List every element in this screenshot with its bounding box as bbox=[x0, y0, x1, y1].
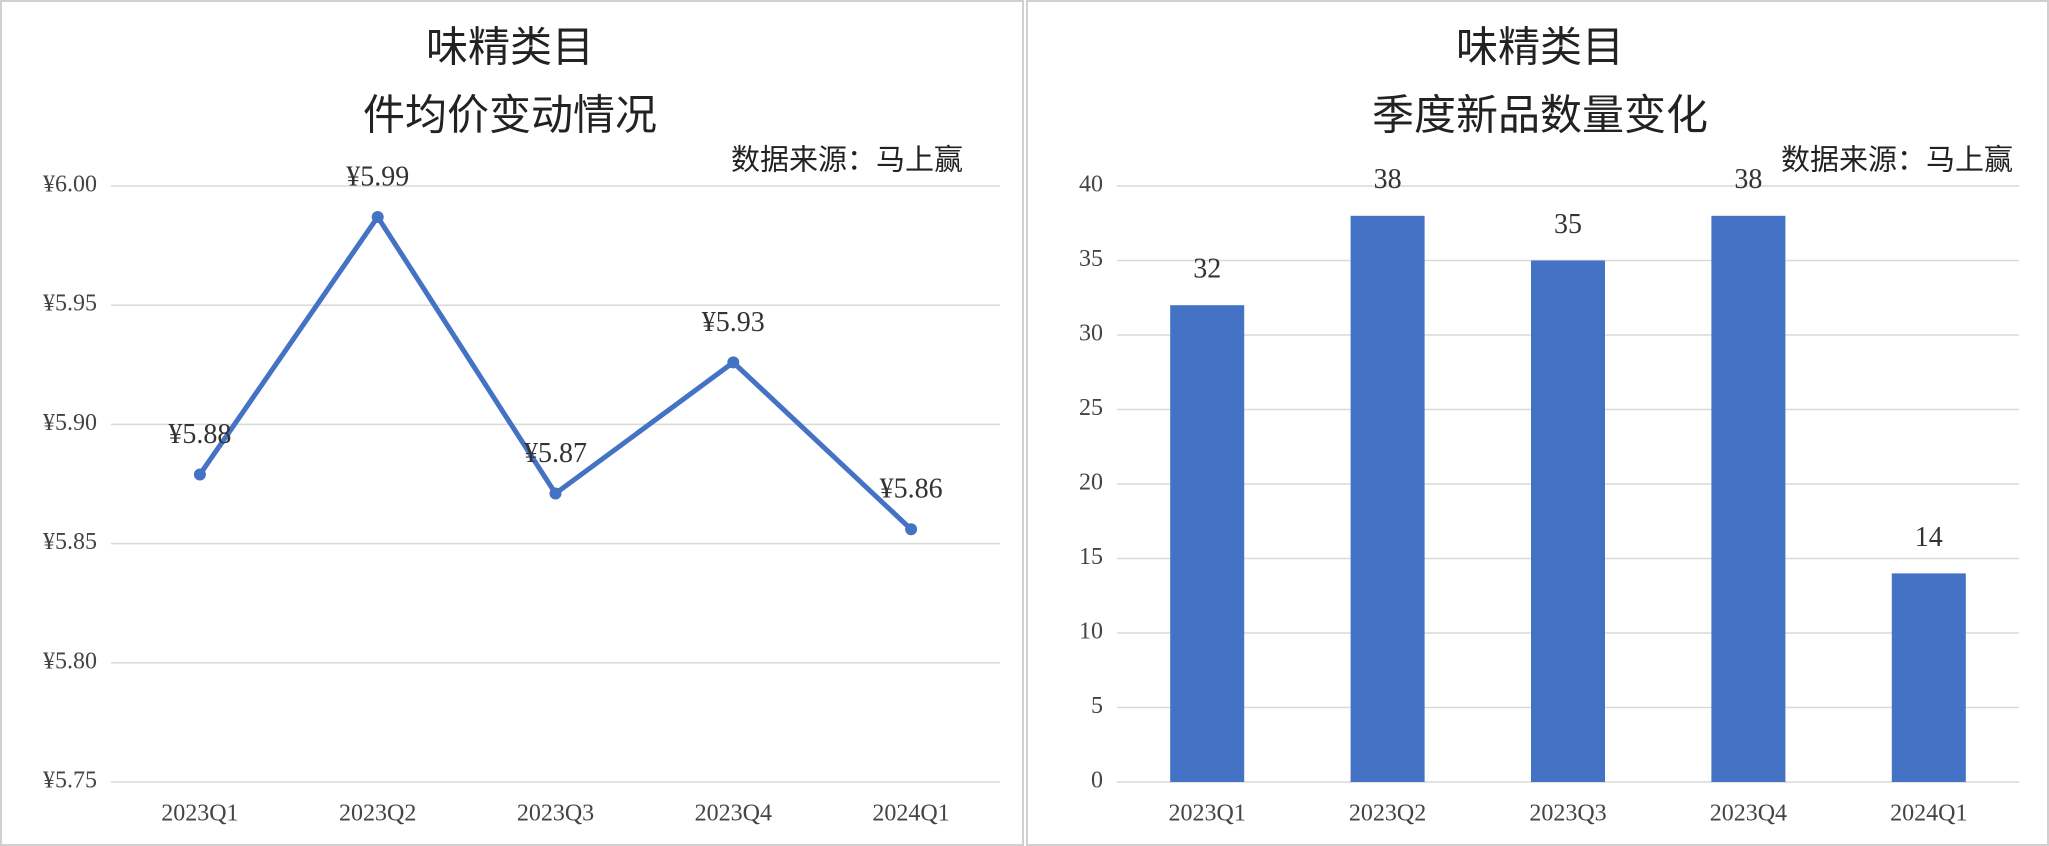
x-tick-label: 2023Q1 bbox=[1169, 801, 1246, 827]
y-tick-label: ¥5.95 bbox=[43, 291, 97, 317]
y-tick-label: ¥5.80 bbox=[43, 648, 97, 674]
source-note: 数据来源：马上赢 bbox=[1781, 144, 2013, 177]
value-label: 32 bbox=[1193, 254, 1221, 285]
chart-title: 味精类目 bbox=[1456, 26, 1624, 72]
x-tick-label: 2024Q1 bbox=[872, 801, 949, 827]
y-tick-label: 40 bbox=[1079, 172, 1103, 198]
y-tick-label: 25 bbox=[1079, 395, 1103, 421]
chart-title: 味精类目 bbox=[426, 26, 594, 72]
x-tick-label: 2023Q3 bbox=[1529, 801, 1606, 827]
panel-border bbox=[1026, 0, 2049, 846]
panel-border bbox=[0, 0, 1024, 846]
chart-subtitle: 件均价变动情况 bbox=[363, 93, 657, 140]
x-tick-label: 2023Q1 bbox=[161, 801, 238, 827]
value-label: 38 bbox=[1734, 164, 1762, 195]
y-tick-label: 35 bbox=[1079, 246, 1103, 272]
value-label: ¥5.86 bbox=[880, 474, 943, 505]
y-tick-label: ¥5.90 bbox=[43, 410, 97, 436]
value-label: ¥5.87 bbox=[524, 438, 587, 469]
value-label: ¥5.93 bbox=[702, 307, 765, 338]
y-tick-label: 10 bbox=[1079, 619, 1103, 645]
line-point bbox=[371, 210, 384, 223]
bar bbox=[1711, 215, 1786, 783]
y-tick-label: ¥5.75 bbox=[43, 768, 97, 794]
x-tick-label: 2023Q3 bbox=[517, 801, 594, 827]
x-tick-label: 2023Q4 bbox=[695, 801, 772, 827]
source-note: 数据来源：马上赢 bbox=[731, 144, 963, 177]
value-label: 14 bbox=[1915, 522, 1943, 553]
line-series bbox=[197, 214, 913, 532]
value-label: 35 bbox=[1554, 209, 1582, 240]
y-tick-label: ¥5.85 bbox=[43, 529, 97, 555]
chart-subtitle: 季度新品数量变化 bbox=[1372, 93, 1708, 140]
value-label: ¥5.88 bbox=[168, 419, 231, 450]
bar bbox=[1891, 573, 1966, 782]
x-tick-label: 2023Q4 bbox=[1710, 801, 1787, 827]
y-tick-label: 5 bbox=[1091, 693, 1103, 719]
y-tick-label: 20 bbox=[1079, 470, 1103, 496]
x-tick-label: 2023Q2 bbox=[339, 801, 416, 827]
line-point bbox=[193, 468, 206, 481]
x-tick-label: 2023Q2 bbox=[1349, 801, 1426, 827]
x-tick-label: 2024Q1 bbox=[1890, 801, 1967, 827]
y-tick-label: 15 bbox=[1079, 544, 1103, 570]
bar bbox=[1350, 215, 1425, 783]
bar bbox=[1170, 305, 1245, 782]
y-tick-label: ¥6.00 bbox=[43, 172, 97, 198]
line-point bbox=[549, 487, 562, 500]
line-point bbox=[905, 523, 918, 536]
value-label: 38 bbox=[1374, 164, 1402, 195]
value-label: ¥5.99 bbox=[346, 161, 409, 192]
y-tick-label: 30 bbox=[1079, 321, 1103, 347]
bar bbox=[1531, 260, 1605, 782]
line-point bbox=[727, 356, 740, 369]
y-tick-label: 0 bbox=[1091, 768, 1103, 794]
